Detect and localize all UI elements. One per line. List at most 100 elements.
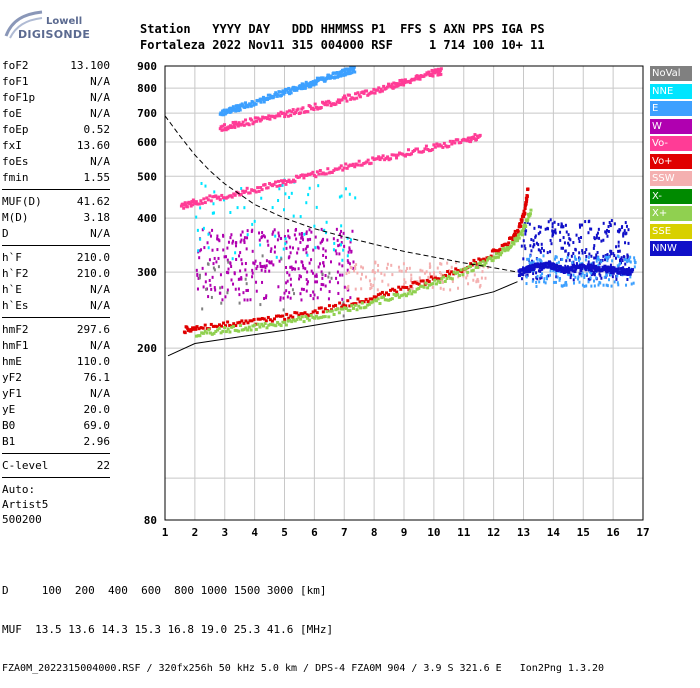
- echo-point: [213, 190, 216, 194]
- trace-point: [420, 284, 424, 288]
- trace-point: [450, 270, 454, 274]
- trace-point: [405, 152, 409, 156]
- param-row-muf-d-: MUF(D) 41.62: [2, 194, 110, 210]
- echo-point: [559, 230, 562, 234]
- echo-point: [211, 228, 214, 232]
- echo-point: [303, 232, 306, 236]
- trace-point: [421, 279, 425, 283]
- echo-point: [259, 243, 262, 247]
- echo-point: [450, 265, 453, 269]
- echo-point: [301, 236, 304, 240]
- trace-point: [395, 156, 399, 160]
- trace-point: [291, 315, 295, 319]
- echo-point: [540, 276, 543, 280]
- trace-point: [314, 105, 318, 109]
- echo-point: [577, 236, 580, 240]
- echo-point: [540, 260, 543, 264]
- param-row-h-f2: h`F2 210.0: [2, 266, 110, 282]
- trace-point: [277, 179, 281, 183]
- trace-point: [364, 297, 368, 301]
- echo-point: [288, 273, 291, 277]
- trace-point: [286, 114, 290, 118]
- trace-point: [524, 202, 528, 206]
- trace-point: [323, 315, 327, 319]
- curves: [164, 115, 518, 357]
- trace-point: [555, 263, 559, 267]
- trace-point: [233, 328, 237, 332]
- echo-point: [205, 287, 208, 291]
- trace-point: [584, 268, 588, 272]
- parameter-panel: foF2 13.100 foF1 N/A foF1p N/A foE N/A foEp 0.52 f…: [2, 58, 110, 527]
- echo-point: [251, 275, 254, 279]
- trace-point: [295, 88, 299, 92]
- echo-point: [624, 241, 627, 245]
- param-value: N/A: [90, 283, 110, 296]
- trace-point: [264, 319, 268, 323]
- trace-point: [234, 120, 238, 124]
- trace-point: [247, 325, 251, 329]
- echo-point: [532, 260, 535, 264]
- trace-point: [195, 325, 199, 329]
- trace-point: [190, 200, 194, 204]
- echo-point: [260, 268, 263, 272]
- echo-point: [593, 279, 596, 283]
- trace-point: [288, 88, 292, 92]
- trace-point: [183, 331, 187, 335]
- echo-point: [606, 259, 609, 263]
- echo-point: [336, 270, 339, 274]
- echo-point: [595, 233, 598, 237]
- echo-point: [310, 230, 313, 234]
- trace-point: [244, 326, 248, 330]
- echo-point: [239, 240, 242, 244]
- echo-point: [306, 253, 309, 257]
- trace-point: [425, 278, 429, 282]
- echo-point: [261, 265, 264, 269]
- echo-point: [595, 259, 598, 263]
- echo-point: [296, 251, 299, 255]
- echo-point: [529, 244, 532, 248]
- echo-point: [281, 183, 284, 187]
- echo-point: [551, 222, 554, 226]
- trace-point: [330, 75, 334, 79]
- trace-point: [288, 92, 292, 96]
- echo-point: [245, 289, 248, 293]
- trace-point: [401, 293, 405, 297]
- echo-point: [265, 296, 268, 300]
- trace-point: [244, 189, 248, 193]
- echo-point: [289, 251, 292, 255]
- trace-point: [442, 275, 446, 279]
- trace-point: [586, 263, 590, 267]
- param-value: 13.100: [70, 59, 110, 72]
- trace-point: [573, 270, 577, 274]
- echo-point: [197, 249, 200, 253]
- echo-point: [599, 274, 602, 278]
- echo-point: [229, 211, 232, 215]
- echo-point: [276, 238, 279, 242]
- trace-point: [619, 270, 623, 274]
- echo-point: [566, 272, 569, 276]
- echo-point: [539, 274, 542, 278]
- echo-point: [625, 260, 628, 264]
- param-name: foEs: [2, 155, 29, 168]
- echo-point: [277, 285, 280, 289]
- trace-point: [324, 172, 328, 176]
- echo-point: [549, 238, 552, 242]
- param-name: h`F: [2, 251, 22, 264]
- echo-point: [611, 259, 614, 263]
- trace-point: [433, 278, 437, 282]
- echo-point: [286, 271, 289, 275]
- trace-point: [250, 319, 254, 323]
- legend-item-nnw: NNW: [650, 241, 692, 256]
- echo-point: [264, 269, 267, 273]
- echo-point: [598, 258, 601, 262]
- param-name: hmF2: [2, 323, 29, 336]
- trace-point: [341, 96, 345, 100]
- echo-point: [300, 231, 303, 235]
- trace-point: [223, 123, 227, 127]
- echo-point: [619, 228, 622, 232]
- trace-point: [289, 91, 293, 95]
- echo-point: [231, 257, 234, 261]
- param-row-fmin: fmin 1.55: [2, 170, 110, 186]
- echo-point: [304, 267, 307, 271]
- echo-point: [340, 235, 343, 239]
